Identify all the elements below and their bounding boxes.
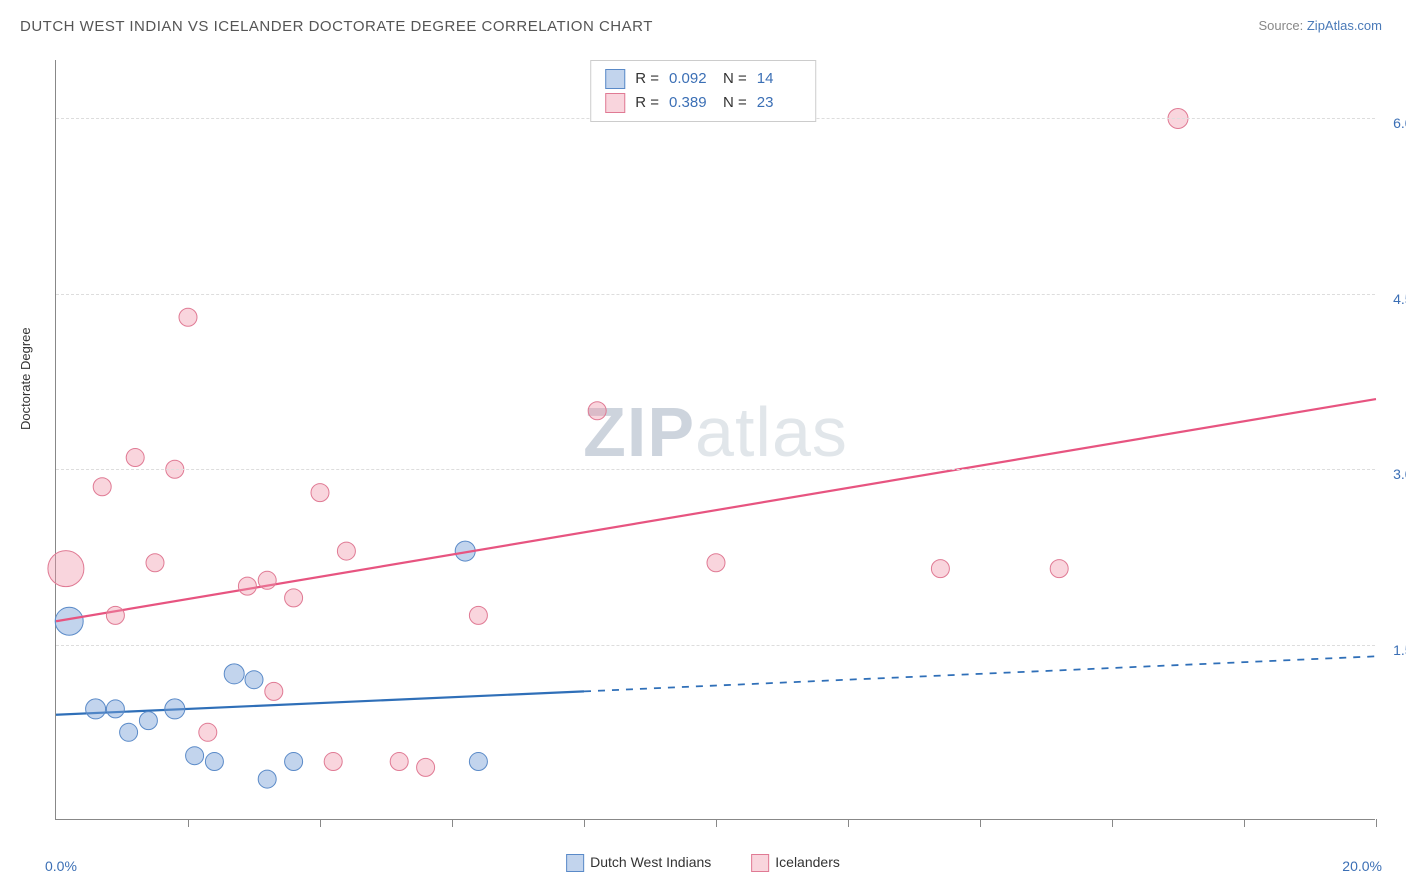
scatter-point [179, 308, 197, 326]
scatter-point [324, 753, 342, 771]
stat-n-value: 23 [757, 91, 801, 115]
stats-legend-box: R = 0.092 N = 14 R = 0.389 N = 23 [590, 60, 816, 122]
gridline [56, 294, 1375, 295]
legend-swatch-icon [566, 854, 584, 872]
scatter-point [469, 753, 487, 771]
stats-legend-row: R = 0.092 N = 14 [605, 67, 801, 91]
legend-item: Icelanders [751, 854, 840, 872]
y-tick-label: 4.5% [1381, 291, 1406, 307]
y-tick-label: 1.5% [1381, 642, 1406, 658]
legend-swatch-icon [605, 93, 625, 113]
scatter-point [238, 577, 256, 595]
x-tick [1376, 819, 1377, 827]
scatter-point [337, 542, 355, 560]
trend-line-solid [56, 691, 584, 714]
scatter-point [120, 723, 138, 741]
scatter-point [205, 753, 223, 771]
stat-r-label: R = [635, 67, 659, 91]
source-attribution: Source: ZipAtlas.com [1258, 18, 1382, 33]
scatter-point [588, 402, 606, 420]
y-tick-label: 6.0% [1381, 115, 1406, 131]
legend-series-label: Dutch West Indians [590, 854, 711, 870]
scatter-point [469, 606, 487, 624]
scatter-point [707, 554, 725, 572]
stat-n-label: N = [723, 91, 747, 115]
scatter-point [86, 699, 106, 719]
chart-title: DUTCH WEST INDIAN VS ICELANDER DOCTORATE… [20, 18, 653, 35]
gridline [56, 645, 1375, 646]
scatter-point [258, 770, 276, 788]
scatter-point [48, 551, 84, 587]
scatter-point [285, 753, 303, 771]
source-prefix: Source: [1258, 18, 1306, 33]
x-axis-max-label: 20.0% [1342, 858, 1382, 874]
stats-legend-row: R = 0.389 N = 23 [605, 91, 801, 115]
x-tick [980, 819, 981, 827]
scatter-point [186, 747, 204, 765]
gridline [56, 469, 1375, 470]
scatter-point [146, 554, 164, 572]
legend-series-label: Icelanders [775, 854, 840, 870]
x-tick [716, 819, 717, 827]
x-tick [584, 819, 585, 827]
scatter-point [931, 560, 949, 578]
x-tick [1244, 819, 1245, 827]
source-link[interactable]: ZipAtlas.com [1307, 18, 1382, 33]
legend-swatch-icon [605, 69, 625, 89]
scatter-point [93, 478, 111, 496]
scatter-point [106, 700, 124, 718]
scatter-point [224, 664, 244, 684]
x-tick [1112, 819, 1113, 827]
scatter-point [390, 753, 408, 771]
stat-r-label: R = [635, 91, 659, 115]
scatter-point [106, 606, 124, 624]
plot-svg [56, 60, 1375, 819]
stat-n-value: 14 [757, 67, 801, 91]
x-tick [188, 819, 189, 827]
scatter-point [285, 589, 303, 607]
scatter-point [311, 484, 329, 502]
scatter-point [139, 712, 157, 730]
legend-swatch-icon [751, 854, 769, 872]
scatter-point [1050, 560, 1068, 578]
scatter-point [245, 671, 263, 689]
scatter-point [126, 449, 144, 467]
stat-r-value: 0.092 [669, 67, 713, 91]
y-axis-label: Doctorate Degree [18, 327, 33, 430]
scatter-point [417, 758, 435, 776]
scatter-point [265, 682, 283, 700]
x-axis-min-label: 0.0% [45, 858, 77, 874]
plot-area: ZIPatlas 1.5%3.0%4.5%6.0% [55, 60, 1375, 820]
scatter-point [165, 699, 185, 719]
x-tick [452, 819, 453, 827]
stat-r-value: 0.389 [669, 91, 713, 115]
scatter-point [258, 571, 276, 589]
scatter-point [199, 723, 217, 741]
trend-line-dashed [584, 656, 1376, 691]
x-tick [320, 819, 321, 827]
x-tick [848, 819, 849, 827]
legend-bottom: Dutch West Indians Icelanders [566, 854, 840, 872]
stat-n-label: N = [723, 67, 747, 91]
legend-item: Dutch West Indians [566, 854, 711, 872]
y-tick-label: 3.0% [1381, 466, 1406, 482]
